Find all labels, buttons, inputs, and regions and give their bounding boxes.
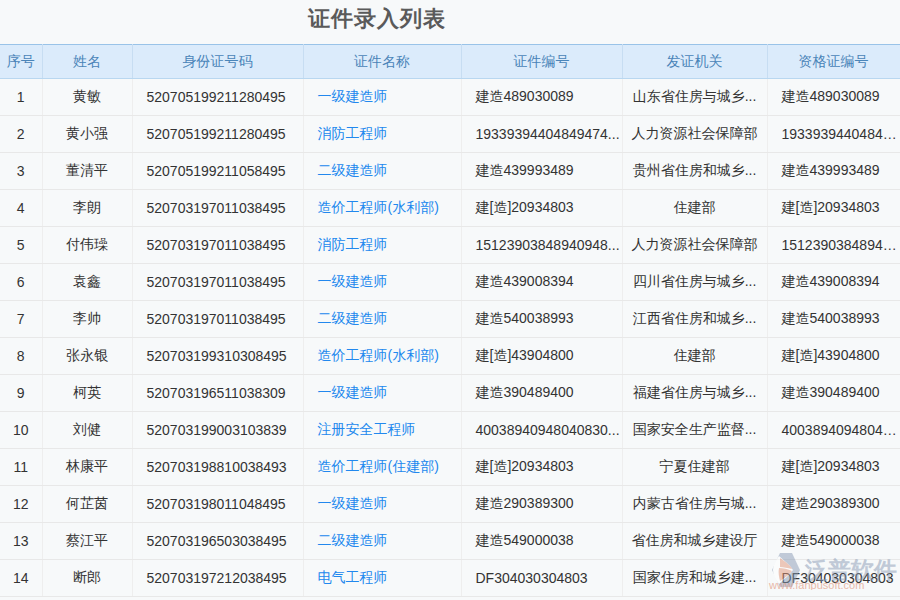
svg-text:www.fanpusoft.com: www.fanpusoft.com bbox=[768, 579, 864, 590]
